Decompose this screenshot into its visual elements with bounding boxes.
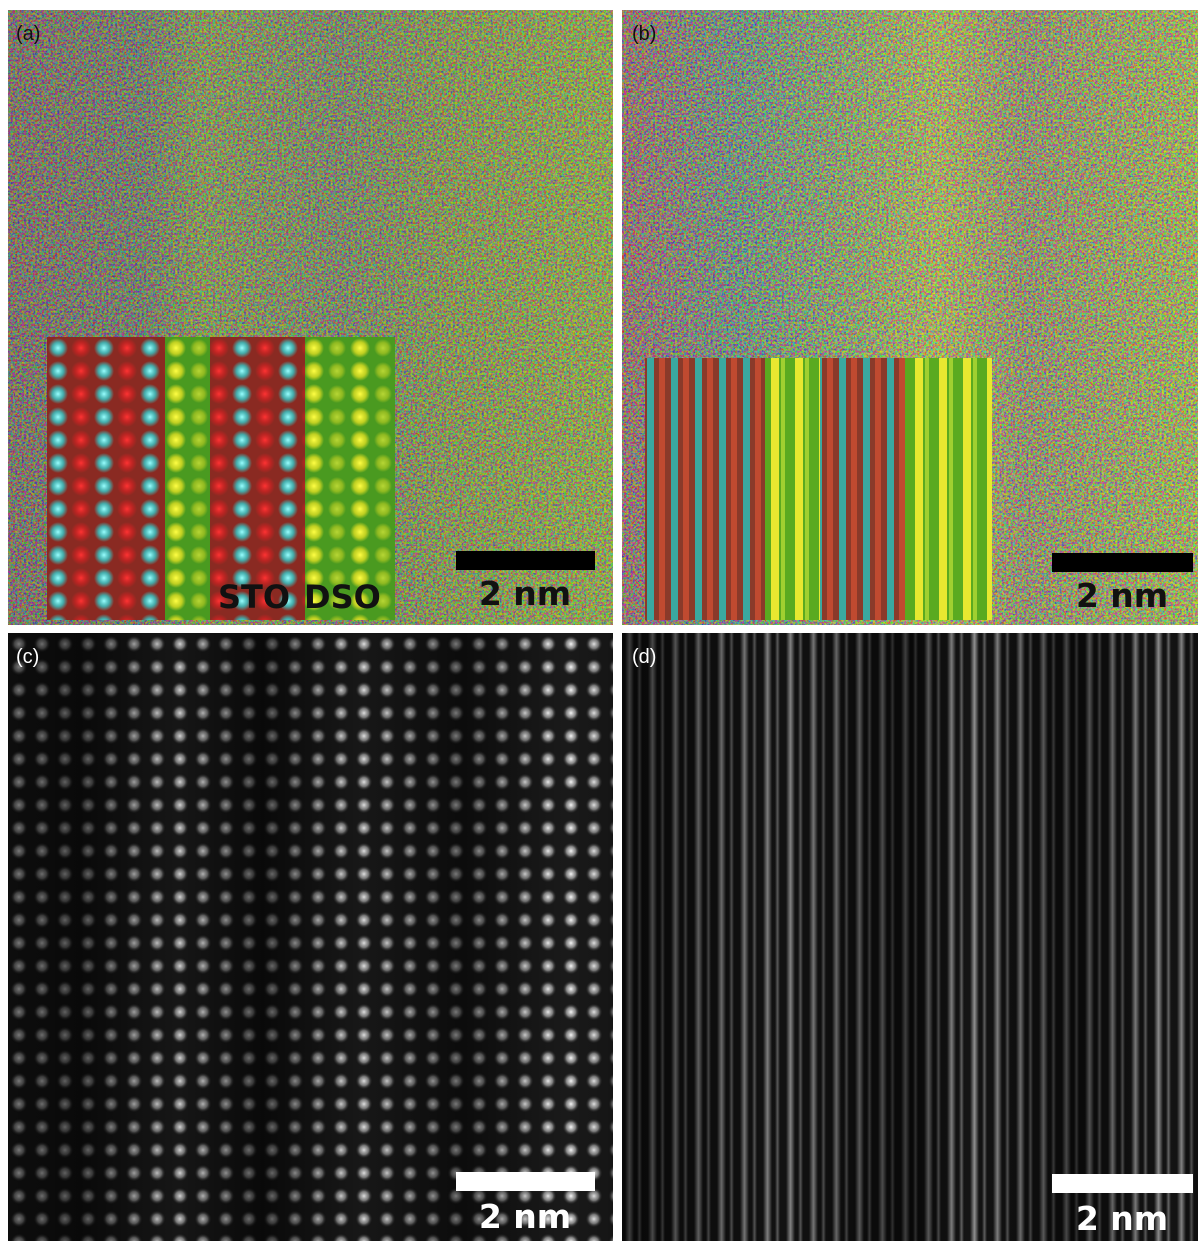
shade: [622, 633, 1198, 1241]
scale-bar: [1052, 1174, 1193, 1193]
panel-d: (d) 2 nm: [622, 633, 1198, 1241]
panel-b: (b) 2 nm: [622, 10, 1198, 625]
panel-label: (a): [16, 23, 40, 45]
panel-c: (c) 2 nm: [8, 633, 613, 1241]
inset-label: DSO: [304, 578, 381, 616]
scale-bar: [456, 1172, 595, 1191]
inset-sto: [210, 337, 305, 620]
inset-sto: [820, 358, 905, 620]
inset-dso: [165, 337, 210, 620]
scale-bar-label: 2 nm: [479, 1197, 571, 1236]
inset-label: STO: [218, 578, 290, 616]
panel-a: STO DSO (a) 2 nm: [8, 10, 613, 625]
panel-label: (d): [632, 646, 656, 668]
shade: [8, 633, 613, 1241]
inset-sto: [47, 337, 165, 620]
inset-dso: [905, 358, 992, 620]
scale-bar: [1052, 553, 1193, 572]
scale-bar-label: 2 nm: [479, 574, 571, 613]
inset-dso: [765, 358, 820, 620]
scale-bar: [456, 551, 595, 570]
scale-bar-label: 2 nm: [1076, 1199, 1168, 1238]
scale-bar-label: 2 nm: [1076, 576, 1168, 615]
inset-sto: [645, 358, 765, 620]
inset-dso: [305, 337, 395, 620]
panel-label: (b): [632, 23, 656, 45]
panel-label: (c): [16, 646, 39, 668]
